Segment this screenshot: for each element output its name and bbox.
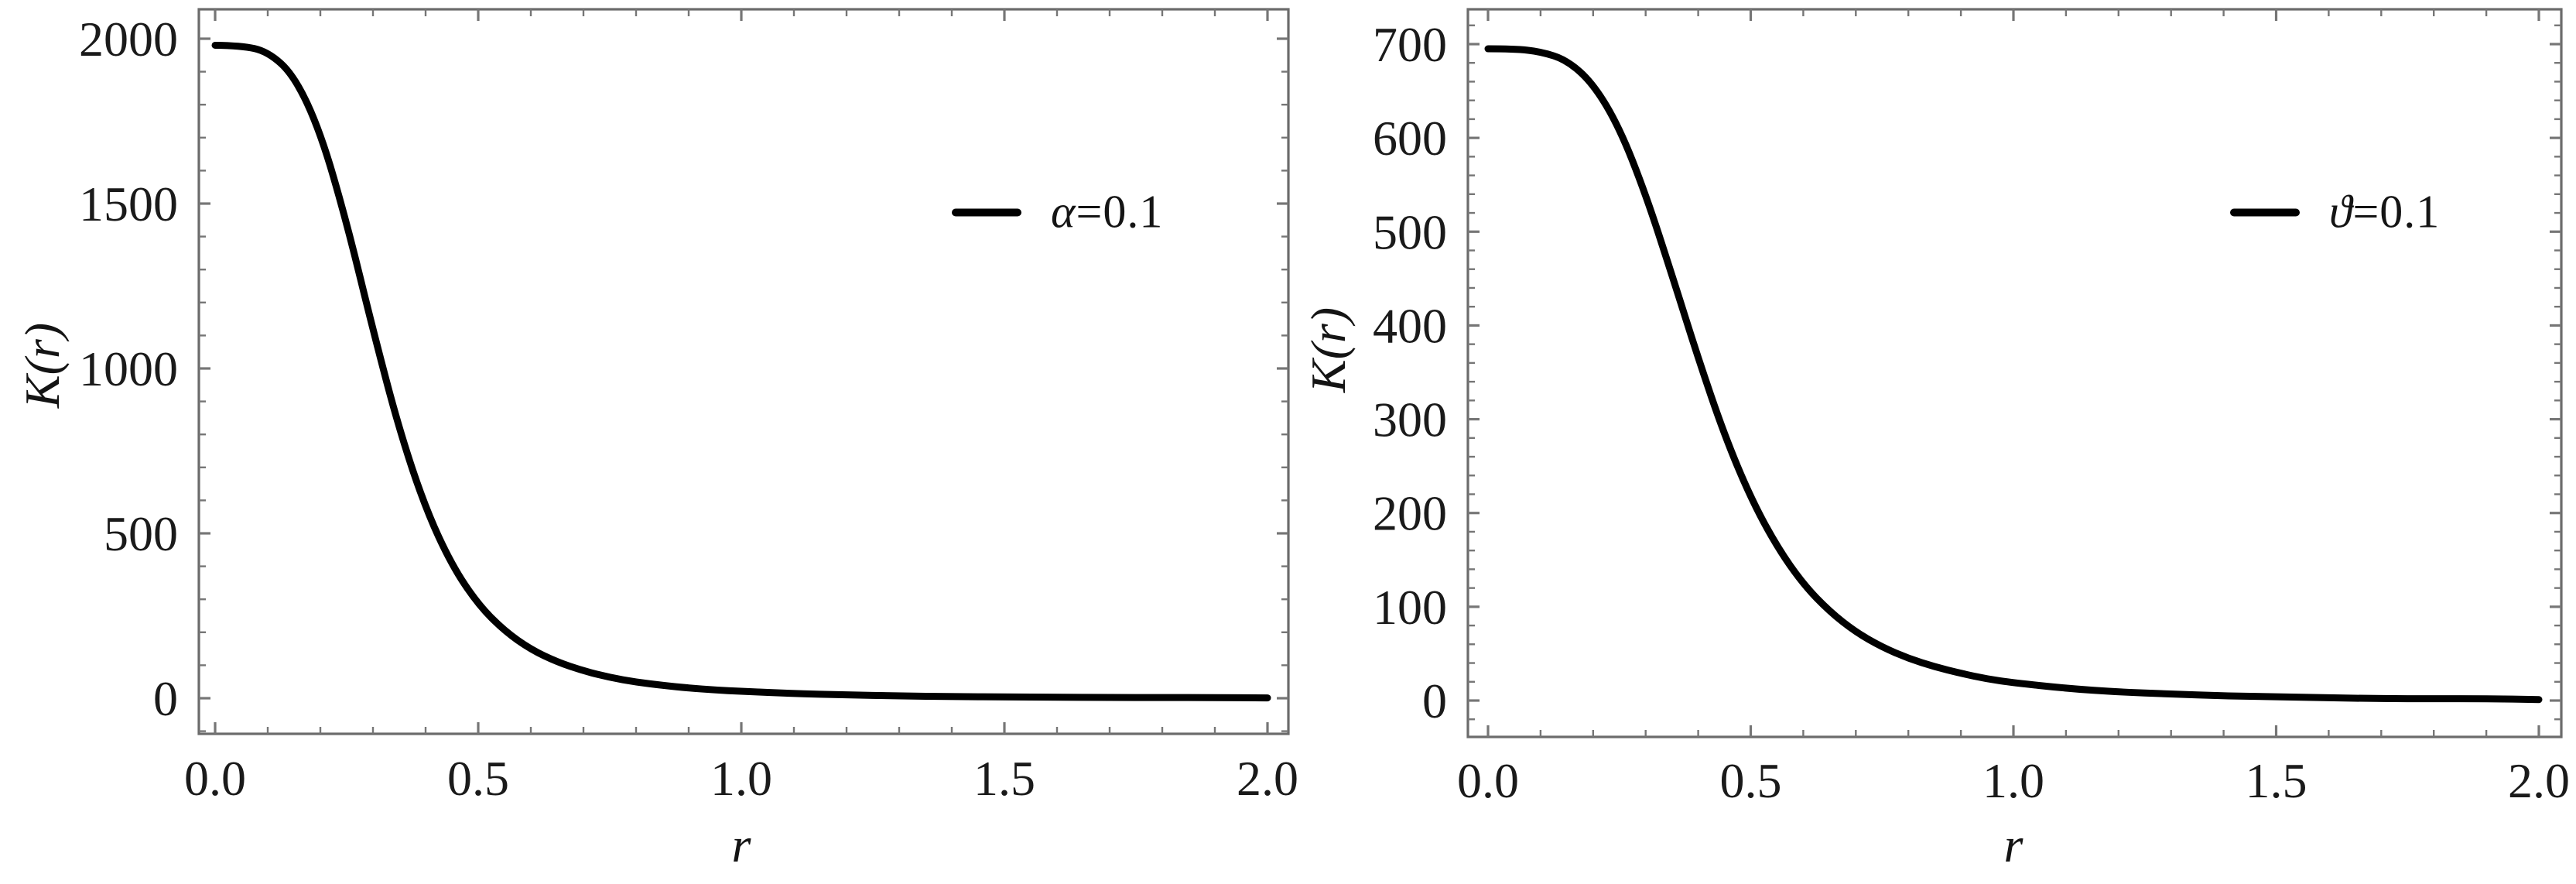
y-axis-label-left: K(r): [15, 322, 70, 409]
x-tick-label: 2.0: [1237, 751, 1298, 806]
left-plot: 0.0 0.5 1.0 1.5 2.0 0 500 1000 1500 2000: [79, 8, 1298, 806]
y-tick-label: 600: [1373, 111, 1447, 166]
y-axis-label-right: K(r): [1301, 307, 1356, 393]
x-tick-label: 1.0: [1982, 753, 2044, 808]
y-tick-label: 0: [1422, 673, 1447, 728]
legend-line-swatch-left: [952, 208, 1021, 216]
y-tick-label: 400: [1373, 298, 1447, 353]
y-tick-label: 0: [153, 671, 178, 726]
y-tick-label: 100: [1373, 580, 1447, 635]
x-axis-label-left: r: [731, 817, 751, 872]
plot-frame: [197, 8, 1290, 735]
x-tick-label: 1.0: [710, 751, 772, 806]
x-tick-label: 1.5: [2246, 753, 2307, 808]
y-tick-label: 200: [1373, 486, 1447, 541]
x-tick-label: 0.0: [1457, 753, 1519, 808]
y-tick-label: 2000: [79, 12, 178, 67]
right-plot: 0.0 0.5 1.0 1.5 2.0 0 100 200 300 400 500 600 700: [1373, 8, 2570, 808]
y-tick-label: 300: [1373, 392, 1447, 447]
y-tick-label: 500: [104, 506, 178, 561]
legend-label-right: ϑ=0.1: [2329, 186, 2441, 238]
x-tick-label: 2.0: [2508, 753, 2570, 808]
legend-right: ϑ=0.1: [2230, 186, 2440, 239]
legend-left: α=0.1: [952, 186, 1163, 239]
series-curve: [211, 42, 1271, 702]
y-tick-label: 1000: [79, 341, 178, 396]
y-tick-label: 700: [1373, 17, 1447, 72]
x-tick-label: 1.5: [973, 751, 1035, 806]
x-tick-label: 0.0: [184, 751, 246, 806]
legend-label-left: α=0.1: [1051, 186, 1164, 238]
y-tick-label: 500: [1373, 204, 1447, 259]
plot-frame: [1466, 8, 2563, 738]
x-tick-label: 0.5: [447, 751, 509, 806]
y-tick-label: 1500: [79, 176, 178, 231]
series-curve: [1484, 45, 2543, 704]
legend-line-swatch-right: [2230, 208, 2300, 216]
x-tick-label: 0.5: [1720, 753, 1782, 808]
x-axis-label-right: r: [2003, 817, 2024, 872]
